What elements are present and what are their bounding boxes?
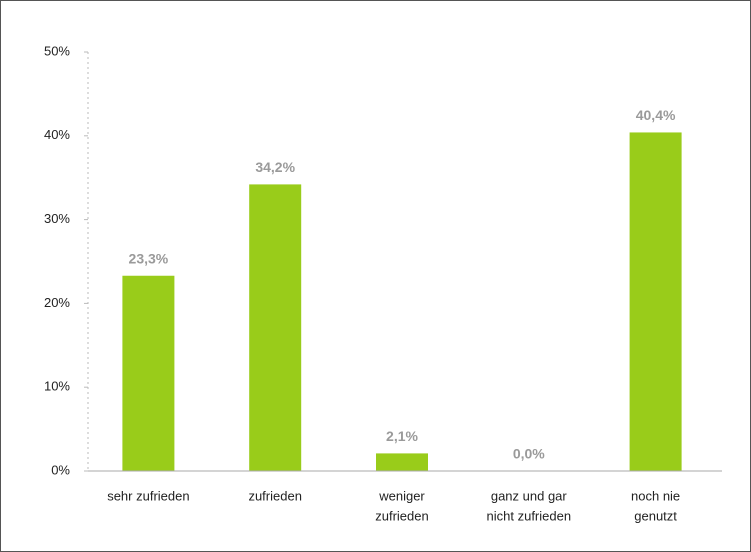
x-tick-label: ganz und gar — [491, 488, 568, 503]
y-tick-label: 40% — [44, 127, 70, 142]
y-tick-label: 30% — [44, 211, 70, 226]
value-label: 23,3% — [129, 250, 169, 266]
y-tick-label: 0% — [51, 462, 70, 477]
value-label: 0,0% — [513, 446, 545, 462]
y-tick-label: 20% — [44, 295, 70, 310]
x-tick-label: nicht zufrieden — [487, 508, 572, 523]
x-tick-label: weniger — [378, 488, 425, 503]
value-label: 2,1% — [386, 428, 418, 444]
bar — [122, 275, 175, 471]
x-tick-label: noch nie — [631, 488, 680, 503]
value-label: 34,2% — [255, 159, 295, 175]
x-tick-label: genutzt — [634, 508, 677, 523]
x-tick-label: zufrieden — [375, 508, 428, 523]
x-tick-label: sehr zufrieden — [107, 488, 189, 503]
bar — [376, 453, 428, 471]
bar — [249, 184, 302, 472]
value-label: 40,4% — [636, 107, 676, 123]
y-tick-label: 10% — [44, 379, 70, 394]
x-tick-label: zufrieden — [248, 488, 301, 503]
bar — [629, 132, 682, 471]
y-tick-label: 50% — [44, 43, 70, 58]
